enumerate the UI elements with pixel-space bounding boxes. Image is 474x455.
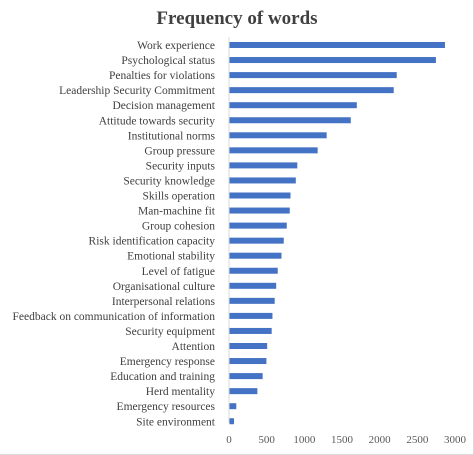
bar xyxy=(229,72,397,79)
category-label: Group pressure xyxy=(144,145,215,157)
bar xyxy=(229,117,351,124)
category-label: Group cohesion xyxy=(142,221,215,233)
category-label: Work experience xyxy=(137,40,215,52)
category-label: Education and training xyxy=(110,371,215,383)
bar xyxy=(229,267,278,274)
category-label: Attention xyxy=(172,341,216,353)
bar xyxy=(229,343,268,349)
bar xyxy=(229,418,235,425)
bar xyxy=(229,282,277,289)
x-tick-label: 2000 xyxy=(369,434,392,446)
category-label: Security knowledge xyxy=(123,175,215,187)
category-label: Institutional norms xyxy=(128,130,216,142)
category-label: Security equipment xyxy=(125,326,216,338)
x-tick-label: 2500 xyxy=(406,434,429,446)
x-tick-label: 0 xyxy=(226,434,232,446)
bar xyxy=(229,87,394,94)
category-label: Risk identification capacity xyxy=(89,236,216,248)
category-label: Man-machine fit xyxy=(138,206,216,218)
category-label: Penalties for violations xyxy=(109,70,216,82)
x-tick-label: 3000 xyxy=(444,434,467,446)
bar xyxy=(229,388,258,395)
category-label: Emergency response xyxy=(120,356,215,368)
category-label: Interpersonal relations xyxy=(112,296,216,308)
bar xyxy=(229,222,287,229)
bar xyxy=(229,192,291,199)
bar xyxy=(229,297,275,304)
x-tick-label: 500 xyxy=(258,434,275,446)
bar xyxy=(229,147,318,154)
bar xyxy=(229,177,296,184)
category-label: Leadership Security Commitment xyxy=(59,85,216,97)
bar xyxy=(229,327,272,334)
bar xyxy=(229,252,282,259)
category-label: Emotional stability xyxy=(127,251,215,263)
category-label: Site environment xyxy=(136,416,216,428)
bar xyxy=(229,132,327,139)
x-tick-label: 1500 xyxy=(331,434,354,446)
bar xyxy=(229,57,436,64)
category-label: Organisational culture xyxy=(113,281,215,293)
category-label: Decision management xyxy=(112,100,215,112)
bar xyxy=(229,237,284,244)
category-label: Attitude towards security xyxy=(99,115,216,127)
category-label: Herd mentality xyxy=(146,386,216,398)
bar xyxy=(229,312,273,319)
category-label: Feedback on communication of information xyxy=(13,311,216,323)
bar xyxy=(229,403,237,410)
category-label: Skills operation xyxy=(142,191,215,203)
bar xyxy=(229,373,263,380)
category-label: Level of fatigue xyxy=(142,266,215,278)
bar xyxy=(229,358,267,365)
bar xyxy=(229,102,357,109)
bar xyxy=(229,207,290,214)
x-tick-label: 1000 xyxy=(293,434,316,446)
category-label: Security inputs xyxy=(146,160,216,172)
chart-title: Frequency of words xyxy=(156,8,318,29)
bar xyxy=(229,42,445,48)
category-label: Emergency resources xyxy=(117,401,216,413)
category-label: Psychological status xyxy=(121,55,215,67)
bar xyxy=(229,162,298,169)
